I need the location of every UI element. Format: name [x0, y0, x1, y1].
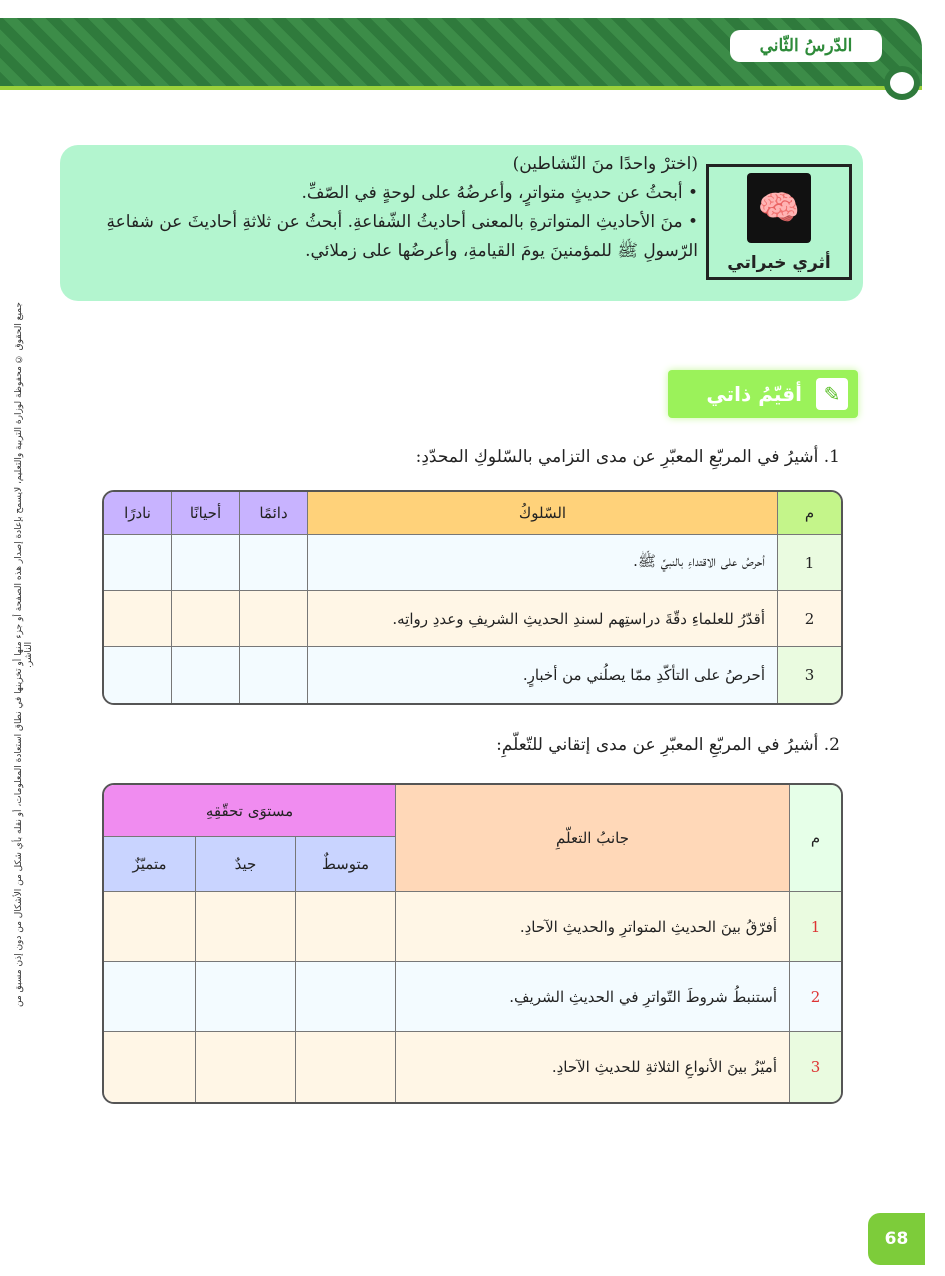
col-always: دائمًا [239, 492, 307, 535]
lesson-label: الدّرسُ الثّاني [730, 30, 882, 62]
checkbox-average[interactable] [295, 892, 395, 962]
question-2: 2. أشيرُ في المربّعِ المعبّرِ عن مدى إتق… [496, 735, 840, 755]
self-assessment-title: أقيّمُ ذاتي [706, 382, 802, 406]
table-row: 1 أفرّقُ بينَ الحديثِ المتواترِ والحديثِ… [104, 892, 841, 962]
table-row: 3 أحرصُ على التأكّدِ ممّا يصلُني من أخبا… [104, 647, 841, 703]
col-level: مستوَى تحقّقِهِ [104, 785, 395, 837]
col-num: م [777, 492, 841, 535]
checkbox-good[interactable] [195, 892, 295, 962]
aspect-text: أفرّقُ بينَ الحديثِ المتواترِ والحديثِ ا… [395, 892, 789, 962]
col-sometimes: أحيانًا [171, 492, 239, 535]
col-num: م [789, 785, 841, 892]
activity-instruction: (اخترْ واحدًا منَ النّشاطين) [512, 154, 698, 174]
checkbox-always[interactable] [239, 535, 307, 591]
learning-table: م جانبُ التعلّمِ مستوَى تحقّقِهِ متوسطٌ … [102, 783, 843, 1104]
behavior-text: أحرصُ على التأكّدِ ممّا يصلُني من أخبارٍ… [307, 647, 777, 703]
row-number: 1 [777, 535, 841, 591]
page-number: 68 [868, 1213, 925, 1265]
activity-item: منَ الأحاديثِ المتواترةِ بالمعنى أحاديثُ… [78, 208, 698, 266]
table-row: 3 أميّزُ بينَ الأنواعِ الثلاثةِ للحديثِ … [104, 1032, 841, 1102]
col-average: متوسطٌ [295, 837, 395, 892]
copyright-note: جميع الحقوق © محفوظة لوزارة التربية والت… [14, 302, 34, 1008]
activity-title: أثري خبراتي [727, 253, 831, 273]
checkbox-rarely[interactable] [104, 647, 171, 703]
header-tab-decoration [884, 66, 920, 100]
checkbox-good[interactable] [195, 962, 295, 1032]
row-number: 2 [789, 962, 841, 1032]
col-behavior: السّلوكُ [307, 492, 777, 535]
aspect-text: أميّزُ بينَ الأنواعِ الثلاثةِ للحديثِ ال… [395, 1032, 789, 1102]
activity-item: أبحثُ عن حديثٍ متواترٍ، وأعرضُهُ على لوح… [78, 179, 698, 208]
checkbox-excellent[interactable] [104, 1032, 195, 1102]
row-number: 3 [789, 1032, 841, 1102]
col-excellent: متميّزٌ [104, 837, 195, 892]
checkbox-good[interactable] [195, 1032, 295, 1102]
checkbox-rarely[interactable] [104, 535, 171, 591]
pencil-checklist-icon: ✎ [816, 378, 848, 410]
row-number: 2 [777, 591, 841, 647]
checkbox-sometimes[interactable] [171, 535, 239, 591]
checkbox-excellent[interactable] [104, 962, 195, 1032]
checkbox-always[interactable] [239, 591, 307, 647]
behavior-text: أحرصُ على الاقتداءِ بالنبيِّ ﷺ. [307, 535, 777, 591]
table-row: 2 أقدّرُ للعلماءِ دقّةَ دراستِهم لسندِ ا… [104, 591, 841, 647]
activity-text: (اخترْ واحدًا منَ النّشاطين) أبحثُ عن حد… [78, 150, 698, 266]
behavior-table: م السّلوكُ دائمًا أحيانًا نادرًا 1 أحرصُ… [102, 490, 843, 705]
row-number: 1 [789, 892, 841, 962]
brain-icon: 🧠 [747, 173, 811, 243]
question-1: 1. أشيرُ في المربّعِ المعبّرِ عن مدى الت… [415, 447, 840, 467]
col-rarely: نادرًا [104, 492, 171, 535]
table-row: 1 أحرصُ على الاقتداءِ بالنبيِّ ﷺ. [104, 535, 841, 591]
behavior-text: أقدّرُ للعلماءِ دقّةَ دراستِهم لسندِ الح… [307, 591, 777, 647]
checkbox-average[interactable] [295, 962, 395, 1032]
table-row: 2 أستنبطُ شروطَ التّواترِ في الحديثِ الش… [104, 962, 841, 1032]
checkbox-rarely[interactable] [104, 591, 171, 647]
aspect-text: أستنبطُ شروطَ التّواترِ في الحديثِ الشري… [395, 962, 789, 1032]
col-good: جيدٌ [195, 837, 295, 892]
self-assessment-badge: ✎ أقيّمُ ذاتي [668, 370, 858, 418]
checkbox-sometimes[interactable] [171, 647, 239, 703]
checkbox-always[interactable] [239, 647, 307, 703]
checkbox-sometimes[interactable] [171, 591, 239, 647]
row-number: 3 [777, 647, 841, 703]
checkbox-average[interactable] [295, 1032, 395, 1102]
col-aspect: جانبُ التعلّمِ [395, 785, 789, 892]
activity-badge: 🧠 أثري خبراتي [706, 164, 852, 280]
checkbox-excellent[interactable] [104, 892, 195, 962]
